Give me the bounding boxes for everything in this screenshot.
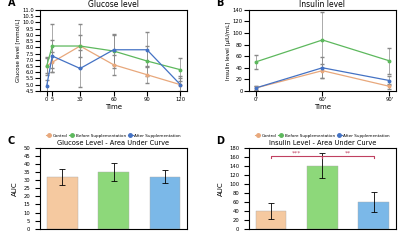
Y-axis label: Glucose level [mmol/L]: Glucose level [mmol/L] [16,19,21,82]
Text: B: B [216,0,224,8]
Title: Glucose level: Glucose level [88,0,139,9]
Legend: Control, Before Supplementation, After Supplementation: Control, Before Supplementation, After S… [254,132,391,139]
Bar [47,177,78,229]
Text: ***: *** [292,150,302,155]
Text: **: ** [345,150,351,155]
X-axis label: Time: Time [314,104,331,109]
Title: Insulin level: Insulin level [300,0,346,9]
X-axis label: Time: Time [105,104,122,109]
Text: D: D [216,136,224,146]
Bar [98,172,129,229]
Legend: Control, Before Supplementation, After Supplementation: Control, Before Supplementation, After S… [45,132,182,139]
Y-axis label: AUC: AUC [218,181,224,196]
Bar [150,177,180,229]
Y-axis label: AUC: AUC [12,181,18,196]
Text: C: C [8,136,15,146]
Title: Glucose Level - Area Under Curve: Glucose Level - Area Under Curve [58,140,170,146]
Text: A: A [8,0,15,8]
Bar [307,166,338,229]
Y-axis label: Insulin level [µIU/mL]: Insulin level [µIU/mL] [226,21,231,79]
Bar [358,202,389,229]
Bar [256,211,286,229]
Title: Insulin Level - Area Under Curve: Insulin Level - Area Under Curve [269,140,376,146]
